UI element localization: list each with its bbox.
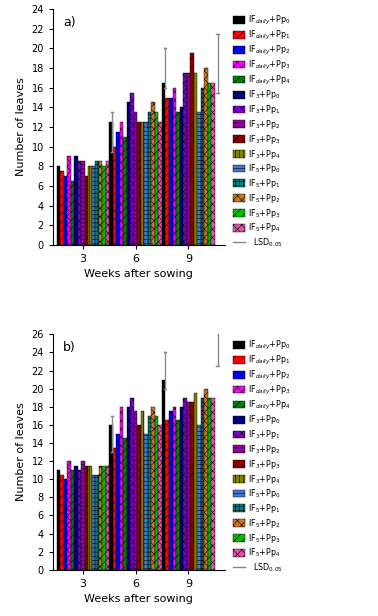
Bar <box>187 402 190 570</box>
Bar <box>183 398 187 570</box>
Y-axis label: Number of leaves: Number of leaves <box>16 403 26 501</box>
Legend: IF$_{daily}$+Pp$_0$, IF$_{daily}$+Pp$_1$, IF$_{daily}$+Pp$_2$, IF$_{daily}$+Pp$_: IF$_{daily}$+Pp$_0$, IF$_{daily}$+Pp$_1$… <box>232 338 291 575</box>
Bar <box>106 466 109 570</box>
Text: b): b) <box>63 341 76 354</box>
Bar <box>92 166 95 245</box>
Bar <box>180 107 183 245</box>
Bar <box>116 434 120 570</box>
Bar <box>194 393 197 570</box>
Bar <box>123 137 127 245</box>
Bar <box>113 447 116 570</box>
Bar <box>85 466 88 570</box>
Bar <box>183 73 187 245</box>
Bar <box>180 407 183 570</box>
Bar <box>77 161 81 245</box>
Bar <box>60 475 64 570</box>
Bar <box>201 87 204 245</box>
Bar <box>144 122 148 245</box>
Bar <box>166 420 169 570</box>
Bar <box>127 407 130 570</box>
Bar <box>148 112 152 245</box>
Bar <box>77 470 81 570</box>
Bar <box>95 475 99 570</box>
X-axis label: Weeks after sowing: Weeks after sowing <box>84 594 194 604</box>
Bar <box>152 407 155 570</box>
Bar <box>120 122 123 245</box>
Bar <box>74 466 77 570</box>
Bar <box>176 112 180 245</box>
Bar <box>166 97 169 245</box>
Bar <box>57 470 60 570</box>
Bar <box>137 122 141 245</box>
Bar <box>155 112 158 245</box>
Bar <box>194 73 197 245</box>
Bar <box>169 411 172 570</box>
Bar <box>141 411 144 570</box>
Bar <box>102 466 106 570</box>
Bar <box>99 161 102 245</box>
Bar <box>158 122 162 245</box>
Bar <box>88 166 92 245</box>
Bar <box>106 161 109 245</box>
Bar <box>152 102 155 245</box>
Bar <box>120 407 123 570</box>
Bar <box>130 398 134 570</box>
Bar <box>201 398 204 570</box>
Bar <box>204 68 208 245</box>
Bar <box>176 420 180 570</box>
Bar <box>134 112 137 245</box>
Bar <box>64 176 67 245</box>
Bar <box>74 156 77 245</box>
Bar <box>81 161 85 245</box>
Bar <box>109 425 113 570</box>
Bar <box>172 87 176 245</box>
Bar <box>190 402 194 570</box>
Bar <box>81 461 85 570</box>
Bar <box>95 161 99 245</box>
Bar <box>130 92 134 245</box>
Bar <box>190 54 194 245</box>
Bar <box>57 166 60 245</box>
Bar <box>88 466 92 570</box>
Bar <box>197 425 201 570</box>
Bar <box>211 398 215 570</box>
Bar <box>162 379 166 570</box>
Bar <box>127 102 130 245</box>
Bar <box>137 425 141 570</box>
Bar <box>158 425 162 570</box>
Bar <box>172 407 176 570</box>
Bar <box>60 171 64 245</box>
Bar <box>99 466 102 570</box>
Bar <box>71 181 74 245</box>
Bar <box>141 122 144 245</box>
Bar <box>116 132 120 245</box>
Bar <box>85 176 88 245</box>
Bar <box>67 461 71 570</box>
Bar <box>208 398 211 570</box>
Bar <box>144 434 148 570</box>
Text: a): a) <box>63 16 76 30</box>
Bar <box>71 470 74 570</box>
Bar <box>211 83 215 245</box>
Bar <box>67 156 71 245</box>
Bar <box>148 416 152 570</box>
Bar <box>162 83 166 245</box>
X-axis label: Weeks after sowing: Weeks after sowing <box>84 269 194 279</box>
Bar <box>187 73 190 245</box>
Bar <box>204 389 208 570</box>
Bar <box>102 166 106 245</box>
Bar <box>155 416 158 570</box>
Bar <box>113 147 116 245</box>
Bar <box>123 439 127 570</box>
Legend: IF$_{daily}$+Pp$_0$, IF$_{daily}$+Pp$_1$, IF$_{daily}$+Pp$_2$, IF$_{daily}$+Pp$_: IF$_{daily}$+Pp$_0$, IF$_{daily}$+Pp$_1$… <box>232 14 291 249</box>
Bar <box>109 122 113 245</box>
Y-axis label: Number of leaves: Number of leaves <box>16 78 26 176</box>
Bar <box>64 479 67 570</box>
Bar <box>197 112 201 245</box>
Bar <box>208 83 211 245</box>
Bar <box>169 97 172 245</box>
Bar <box>92 475 95 570</box>
Bar <box>134 411 137 570</box>
